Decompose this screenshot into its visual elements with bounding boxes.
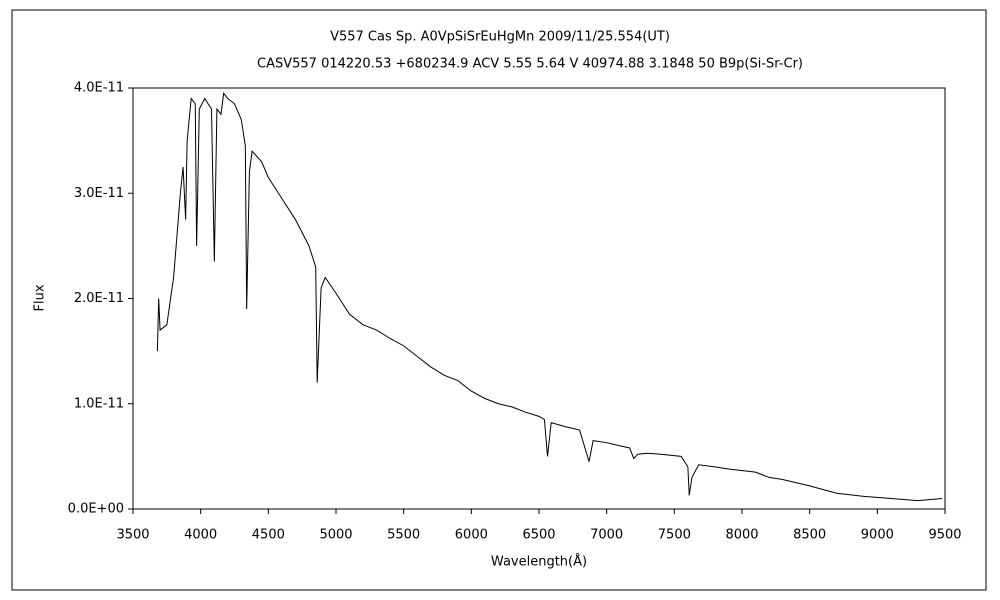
x-tick-label: 6000 (455, 528, 488, 543)
y-tick-label: 2.0E-11 (74, 291, 124, 306)
x-tick-label: 8500 (793, 528, 826, 543)
x-tick-label: 5000 (319, 528, 352, 543)
x-tick-label: 9500 (928, 528, 961, 543)
x-tick-label: 4000 (184, 528, 217, 543)
y-tick-label: 3.0E-11 (74, 186, 124, 201)
y-tick-label: 0.0E+00 (68, 502, 124, 517)
x-tick-label: 8000 (725, 528, 758, 543)
x-tick-label: 4500 (252, 528, 285, 543)
y-axis-label: Flux (33, 284, 48, 311)
x-axis-label: Wavelength(Å) (491, 554, 587, 570)
spectrum-line (156, 91, 943, 502)
x-tick-label: 6500 (522, 528, 555, 543)
x-tick-label: 5500 (387, 528, 420, 543)
x-tick-label: 3500 (116, 528, 149, 543)
chart-title: V557 Cas Sp. A0VpSiSrEuHgMn 2009/11/25.5… (330, 30, 670, 45)
x-tick-label: 9000 (861, 528, 894, 543)
y-tick-label: 4.0E-11 (74, 81, 124, 96)
chart-frame (11, 9, 987, 591)
y-tick-label: 1.0E-11 (74, 396, 124, 411)
x-tick-label: 7000 (590, 528, 623, 543)
chart-subtitle: CASV557 014220.53 +680234.9 ACV 5.55 5.6… (257, 57, 803, 72)
x-tick-label: 7500 (658, 528, 691, 543)
